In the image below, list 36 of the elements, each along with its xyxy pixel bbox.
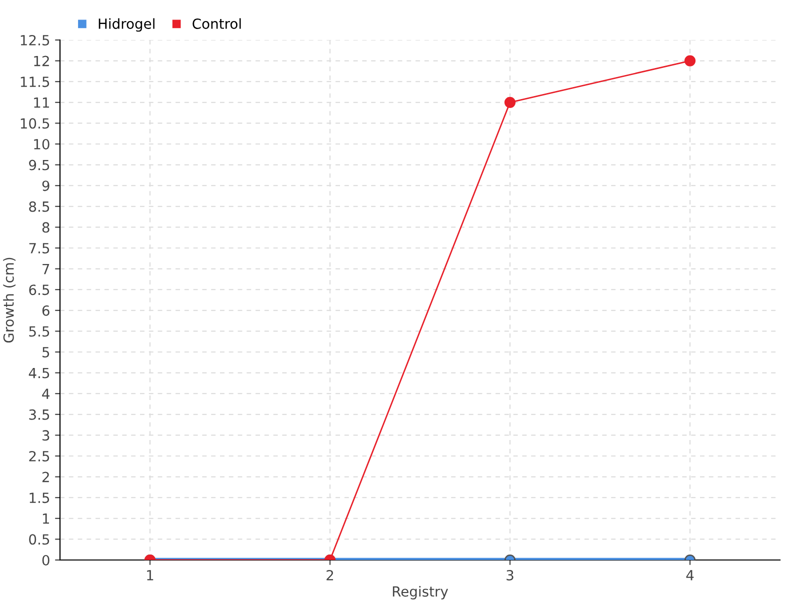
- x-tick-label: 1: [147, 570, 154, 580]
- y-tick-label: 12: [34, 56, 49, 66]
- legend-label: Control: [192, 18, 241, 29]
- y-tick-label: 1: [42, 514, 49, 524]
- point: [504, 96, 516, 108]
- y-tick-label: 7.5: [29, 243, 50, 254]
- y-tick-label: 11.5: [20, 76, 50, 88]
- y-tick-label: 7: [42, 264, 50, 274]
- y-tick-label: 3.5: [29, 409, 50, 420]
- y-tick-label: 6.5: [29, 284, 50, 296]
- y-tick-label: 9: [42, 180, 50, 192]
- x-axis-title: Registry: [392, 586, 448, 600]
- y-tick-label: 5: [42, 347, 50, 358]
- y-tick-label: 0: [42, 554, 50, 566]
- y-tick-label: 8: [42, 222, 50, 233]
- x-tick-label: 4: [686, 570, 694, 580]
- y-tick-label: 10.5: [20, 118, 50, 129]
- y-tick-label: 8.5: [29, 201, 50, 212]
- y-tick-label: 4.5: [28, 368, 50, 378]
- y-tick-label: 11: [34, 98, 49, 108]
- y-tick-label: 5.5: [29, 326, 50, 337]
- y-tick-label: 12.5: [20, 34, 50, 46]
- y-tick-label: 4: [42, 388, 50, 399]
- y-tick-label: 6: [42, 305, 50, 316]
- y-axis-title: Growth (cm): [3, 258, 16, 343]
- y-tick-label: 0.5: [29, 534, 50, 545]
- y-tick-label: 2.5: [29, 450, 50, 462]
- y-tick-label: 3: [42, 430, 50, 441]
- point: [684, 55, 696, 66]
- legend-label: Hidrogel: [98, 18, 154, 32]
- y-tick-label: 9.5: [29, 160, 50, 170]
- y-tick-label: 10: [34, 138, 50, 150]
- y-tick-label: 1.5: [30, 492, 50, 504]
- y-tick-label: 2: [42, 472, 49, 482]
- x-tick-label: 2: [326, 570, 334, 580]
- x-tick-label: 3: [506, 570, 514, 580]
